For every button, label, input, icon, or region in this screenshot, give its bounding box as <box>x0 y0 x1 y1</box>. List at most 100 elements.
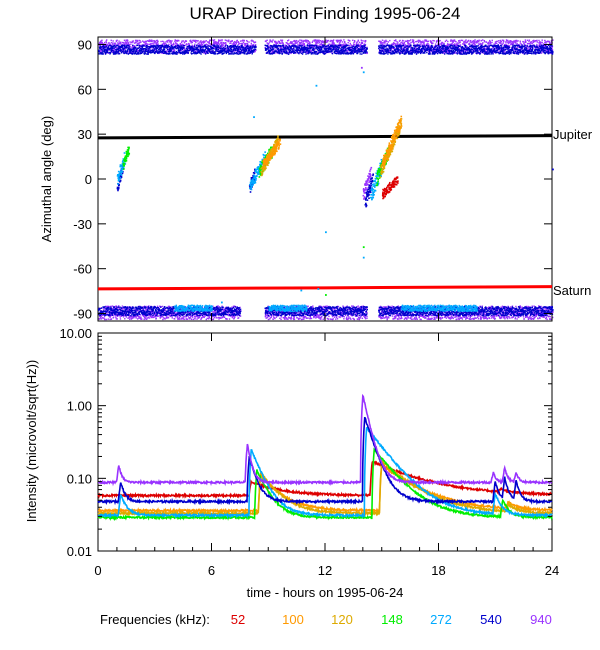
azimuth-band-point <box>473 42 475 45</box>
azimuth-band-point <box>185 44 187 46</box>
azimuth-band-point <box>134 46 136 48</box>
azimuth-band-point <box>383 53 386 55</box>
azimuth-band-point <box>515 39 518 42</box>
azimuth-band-point <box>341 45 343 48</box>
azimuth-band-point <box>526 39 529 42</box>
azimuth-band-point <box>280 39 282 41</box>
azimuth-band-point <box>192 48 194 50</box>
azimuth-band-point <box>101 41 103 44</box>
azimuth-band-point <box>281 48 284 50</box>
azimuth-band-point <box>134 47 137 49</box>
azimuth-band-point <box>340 53 343 55</box>
azimuth-band-point <box>366 46 368 49</box>
azimuth-band-point <box>400 42 402 44</box>
azimuth-band-point <box>221 47 223 50</box>
azimuth-band-point <box>387 53 389 55</box>
azimuth-band-point <box>189 40 192 43</box>
azimuth-band-point <box>285 45 288 47</box>
azimuth-band-point <box>156 52 159 54</box>
azimuth-band-point <box>192 52 194 55</box>
azimuth-band-point <box>546 50 548 52</box>
azimuth-band-point <box>506 45 508 47</box>
azimuth-band-point <box>352 50 354 52</box>
azimuth-band-point <box>106 51 108 54</box>
azimuth-band-point <box>219 46 221 48</box>
azimuth-band-point <box>120 41 122 43</box>
azimuth-band-point <box>460 53 462 55</box>
azimuth-band-point <box>348 44 351 47</box>
azimuth-band-point <box>472 52 474 54</box>
azimuth-band-point <box>250 51 253 53</box>
azimuth-band-point <box>300 45 302 47</box>
azimuth-band-point <box>180 45 182 47</box>
azimuth-band-point <box>199 40 201 43</box>
azimuth-band-point <box>279 45 282 47</box>
azimuth-band-point <box>281 51 283 53</box>
azimuth-band-point <box>219 51 221 54</box>
azimuth-band-point <box>423 45 425 47</box>
azimuth-band-point <box>456 52 458 54</box>
azimuth-band-point <box>359 50 362 53</box>
azimuth-band-point <box>254 50 256 53</box>
azimuth-band-point <box>420 43 422 45</box>
azimuth-band-point <box>495 47 498 49</box>
azimuth-band-point <box>482 45 485 48</box>
azimuth-band-point <box>215 47 218 49</box>
azimuth-band-point <box>191 47 194 50</box>
azimuth-band-point <box>318 41 321 43</box>
azimuth-band-point <box>298 45 300 47</box>
azimuth-band-point <box>402 42 404 44</box>
azimuth-band-point <box>237 43 240 46</box>
azimuth-band-point <box>217 45 220 47</box>
azimuth-band-point <box>148 39 151 42</box>
azimuth-band-point <box>440 49 443 52</box>
azimuth-band-point <box>526 45 529 47</box>
azimuth-band-point <box>158 48 160 50</box>
azimuth-band-point <box>234 44 236 47</box>
azimuth-band-point <box>163 48 166 51</box>
azimuth-band-point <box>447 46 449 48</box>
azimuth-band-point <box>404 46 406 48</box>
azimuth-band-point <box>430 49 432 51</box>
azimuth-band-point <box>114 53 116 55</box>
azimuth-band-point <box>136 44 139 47</box>
azimuth-band-point <box>294 44 296 47</box>
azimuth-band-point <box>463 41 466 43</box>
azimuth-band-point <box>389 49 392 52</box>
azimuth-band-point <box>193 46 195 48</box>
azimuth-band-point <box>406 47 408 50</box>
azimuth-band-point <box>319 44 321 46</box>
azimuth-band-point <box>532 46 534 49</box>
azimuth-band-point <box>490 50 493 53</box>
azimuth-band-point <box>182 45 184 47</box>
azimuth-band-point <box>366 47 368 50</box>
azimuth-band-point <box>303 47 305 49</box>
azimuth-band-point <box>529 49 531 51</box>
azimuth-band-point <box>511 48 514 50</box>
azimuth-band-point <box>438 40 440 42</box>
azimuth-band-point <box>233 43 235 45</box>
azimuth-band-point <box>170 45 173 47</box>
azimuth-band-point <box>456 50 459 53</box>
azimuth-band-point <box>192 49 194 51</box>
azimuth-band-point <box>269 47 271 49</box>
azimuth-band-point <box>500 49 503 51</box>
azimuth-band-point <box>392 43 395 46</box>
azimuth-band-point <box>428 52 430 54</box>
azimuth-band-point <box>317 51 319 53</box>
azimuth-band-point <box>486 46 489 48</box>
azimuth-band-point <box>512 49 514 52</box>
azimuth-band-point <box>417 44 419 47</box>
azimuth-band-point <box>127 53 130 55</box>
azimuth-band-point <box>435 41 438 43</box>
azimuth-band-point <box>323 40 325 43</box>
azimuth-band-point <box>470 41 472 44</box>
azimuth-band-point <box>472 51 475 53</box>
azimuth-band-point <box>307 50 309 52</box>
azimuth-band-point <box>419 49 421 51</box>
azimuth-band-point <box>212 50 214 52</box>
azimuth-band-point <box>123 39 126 42</box>
azimuth-band-point <box>272 50 275 52</box>
azimuth-band-point <box>450 46 452 48</box>
azimuth-band-point <box>475 49 477 51</box>
